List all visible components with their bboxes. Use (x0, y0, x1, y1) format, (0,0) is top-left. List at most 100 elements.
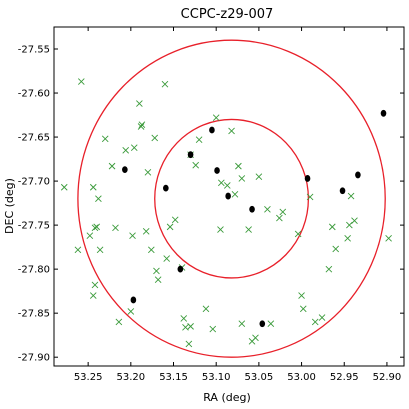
cross-point (101, 135, 109, 143)
x-tick-label: 52.95 (330, 372, 359, 383)
dot-point (122, 166, 128, 174)
y-axis-label: DEC (deg) (3, 178, 16, 234)
cross-point (347, 192, 355, 200)
cross-point (153, 267, 160, 275)
x-tick-label: 53.15 (159, 372, 188, 383)
cross-point (212, 114, 220, 122)
cross-point (238, 320, 246, 328)
cross-point (223, 182, 231, 189)
dot-point (304, 175, 311, 182)
cross-point (93, 223, 101, 231)
x-tick-label: 53.20 (117, 372, 146, 383)
cross-point (89, 183, 97, 191)
cross-point (328, 223, 336, 231)
cross-point (89, 292, 97, 299)
cross-point (228, 127, 235, 135)
outer-radius-circle (77, 39, 386, 358)
cross-point (385, 235, 392, 242)
plot-area (60, 39, 392, 358)
cross-point (346, 221, 353, 229)
x-tick-label: 53.05 (245, 372, 274, 383)
inner-radius-circle (154, 118, 310, 279)
cross-point (122, 146, 130, 154)
cross-point (276, 214, 283, 222)
x-tick-label: 53.00 (287, 372, 316, 383)
cross-point (142, 227, 150, 235)
cross-point (136, 100, 143, 107)
dot-point (339, 187, 346, 195)
cross-point (344, 235, 351, 242)
cross-point (182, 323, 189, 331)
cross-point (161, 80, 169, 88)
x-axis-label: RA (deg) (203, 391, 251, 404)
cross-point (115, 318, 123, 326)
dot-point (187, 151, 194, 159)
dot-point (225, 192, 231, 200)
cross-point (306, 193, 314, 201)
cross-point (129, 232, 136, 240)
cross-point (130, 144, 138, 151)
x-tick-label: 52.90 (373, 372, 402, 383)
plot-frame (53, 26, 405, 367)
cross-point (77, 78, 85, 85)
cross-point (185, 340, 193, 348)
cross-point (163, 255, 171, 262)
cross-point (112, 224, 119, 232)
y-tick-label: -27.85 (18, 309, 50, 320)
y-tick-label: -27.80 (18, 265, 50, 276)
cross-point (195, 136, 203, 144)
cross-point (235, 162, 242, 170)
cross-point (325, 265, 333, 273)
cross-point (311, 318, 319, 326)
y-tick-label: -27.90 (18, 353, 50, 364)
cross-point (151, 134, 159, 142)
cross-point (264, 205, 271, 213)
y-tick-label: -27.65 (18, 133, 50, 144)
cross-point (252, 334, 259, 342)
cross-point (96, 246, 104, 254)
x-tick-label: 53.10 (202, 372, 231, 383)
cross-point (74, 246, 82, 254)
cross-point (144, 168, 152, 176)
cross-point (209, 325, 217, 333)
cross-point (299, 305, 307, 313)
cross-point (166, 223, 174, 231)
y-tick-label: -27.75 (18, 221, 50, 232)
cross-point (245, 226, 252, 233)
cross-point (138, 121, 146, 129)
cross-point (255, 173, 263, 181)
cross-point (298, 292, 305, 299)
dot-point (130, 296, 137, 304)
cross-point (180, 315, 188, 322)
cross-point (231, 190, 239, 198)
cross-point (187, 323, 194, 330)
cross-point (202, 305, 210, 313)
chart-title: CCPC-z29-007 (181, 7, 274, 22)
cross-point (318, 314, 326, 321)
dot-point (214, 167, 220, 174)
cross-point (238, 175, 246, 182)
cross-point (351, 217, 358, 225)
axis-ticks: 53.25 53.20 53.15 53.10 53.05 53.00 52.95 52.90… (18, 27, 404, 383)
y-tick-label: -27.55 (18, 45, 50, 56)
cross-point (217, 179, 225, 187)
y-tick-label: -27.60 (18, 89, 50, 100)
cross-point (171, 216, 179, 224)
cross-point (127, 308, 135, 315)
y-tick-label: -27.70 (18, 177, 50, 188)
cross-point (91, 281, 99, 289)
dot-point (209, 126, 215, 134)
dot-point (177, 265, 184, 273)
dot-point (163, 184, 169, 192)
cross-point (147, 246, 155, 254)
cross-point (86, 232, 94, 240)
cross-point (294, 230, 302, 238)
cross-point (332, 245, 340, 253)
x-tick-label: 53.25 (74, 372, 103, 383)
cross-point (137, 123, 145, 130)
dot-point (380, 109, 387, 117)
dot-point (259, 320, 266, 328)
cross-point (192, 161, 200, 169)
cross-point (267, 320, 275, 328)
